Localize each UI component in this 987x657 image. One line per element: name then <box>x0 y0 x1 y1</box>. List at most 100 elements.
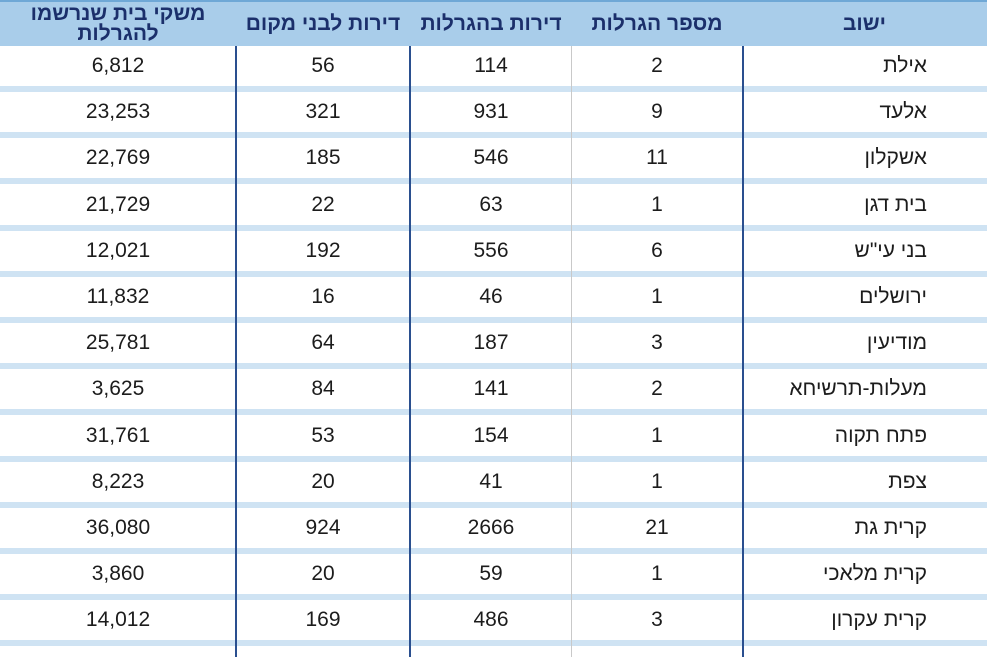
cell-lotteries: 2 <box>651 54 663 77</box>
cell-apartments: 187 <box>473 331 509 355</box>
table-row: קרית גת 21 2666 924 36,080 <box>0 508 987 554</box>
table-row: ירושלים 1 46 16 11,832 <box>0 277 987 323</box>
cell-city: ירושלים <box>859 285 927 308</box>
cell-locals: 321 <box>305 100 341 124</box>
cell-city: קרית מלאכי <box>823 562 927 586</box>
cell-lotteries: 1 <box>651 285 663 308</box>
cell-locals: 924 <box>305 516 341 539</box>
cell-apartments: 46 <box>479 285 503 308</box>
table-row: מעלות-תרשיחא 2 141 84 3,625 <box>0 369 987 416</box>
cell-city: מעלות-תרשיחא <box>789 377 927 401</box>
cell-apartments: 546 <box>473 146 509 170</box>
row-separator <box>0 455 987 462</box>
cell-city: אשקלון <box>864 146 927 170</box>
cell-apartments: 2666 <box>467 516 515 539</box>
cell-locals: 16 <box>311 285 335 308</box>
cell-lotteries: 3 <box>651 608 663 632</box>
cell-lotteries: 2 <box>651 377 663 401</box>
cell-households: 3,860 <box>91 562 145 586</box>
row-separator <box>0 317 987 323</box>
row-separator <box>0 501 987 508</box>
cell-city: אלעד <box>879 100 927 124</box>
cell-locals: 84 <box>311 377 335 401</box>
table-row: אלעד 9 931 321 23,253 <box>0 92 987 139</box>
cell-locals: 20 <box>311 562 335 586</box>
cell-locals: 53 <box>311 423 335 447</box>
cell-lotteries: 9 <box>651 100 663 124</box>
row-separator <box>0 640 987 647</box>
cell-households: 22,769 <box>85 146 151 170</box>
header-households: משקי בית שנרשמו להגרלות <box>0 2 236 46</box>
column-divider <box>409 46 411 657</box>
cell-lotteries: 1 <box>651 562 663 586</box>
cell-lotteries: 3 <box>651 331 663 355</box>
table-header: ישוב מספר הגרלות דירות בהגרלות דירות לבנ… <box>0 0 987 46</box>
cell-apartments: 556 <box>473 238 509 262</box>
cell-households: 36,080 <box>85 516 151 539</box>
cell-households: 25,781 <box>85 331 151 355</box>
column-divider <box>235 46 237 657</box>
cell-apartments: 931 <box>473 100 509 124</box>
cell-households: 14,012 <box>85 608 151 632</box>
cell-city: מודיעין <box>866 331 927 355</box>
cell-apartments: 63 <box>479 192 503 216</box>
header-apartments: דירות בהגרלות <box>420 12 562 35</box>
header-households-line1: משקי בית שנרשמו <box>30 2 206 25</box>
row-separator <box>0 270 987 277</box>
cell-locals: 56 <box>311 54 335 77</box>
cell-households: 3,625 <box>91 377 145 401</box>
cell-apartments: 59 <box>479 562 503 586</box>
cell-city: פתח תקוה <box>834 423 927 447</box>
table-row: קרית מלאכי 1 59 20 3,860 <box>0 554 987 601</box>
row-separator <box>0 224 987 231</box>
cell-locals: 64 <box>311 331 335 355</box>
cell-households: 12,021 <box>85 238 151 262</box>
table-row: אילת 2 114 56 6,812 <box>0 46 987 92</box>
row-separator <box>0 178 987 185</box>
cell-apartments: 41 <box>479 469 503 493</box>
table-row: צפת 1 41 20 8,223 <box>0 462 987 508</box>
cell-lotteries: 6 <box>651 238 663 262</box>
cell-lotteries: 21 <box>645 516 669 539</box>
cell-locals: 192 <box>305 238 341 262</box>
cell-locals: 22 <box>311 192 335 216</box>
table-row: בני עי"ש 6 556 192 12,021 <box>0 231 987 277</box>
cell-lotteries: 11 <box>646 146 668 170</box>
cell-apartments: 141 <box>473 377 509 401</box>
cell-households: 6,812 <box>91 54 145 77</box>
column-divider <box>571 46 572 657</box>
table-row: קרית עקרון 3 486 169 14,012 <box>0 600 987 647</box>
cell-city: צפת <box>888 469 927 493</box>
cell-city: בית דגן <box>864 192 927 216</box>
cell-city: קרית עקרון <box>831 608 927 632</box>
table-row: אשקלון 11 546 185 22,769 <box>0 138 987 185</box>
cell-households: 11,832 <box>86 285 150 308</box>
cell-households: 21,729 <box>85 192 151 216</box>
cell-locals: 169 <box>305 608 341 632</box>
header-households-line2: להגרלות <box>77 22 159 45</box>
cell-households: 23,253 <box>85 100 151 124</box>
cell-city: קרית גת <box>854 516 927 539</box>
cell-apartments: 486 <box>473 608 509 632</box>
cell-lotteries: 1 <box>651 192 663 216</box>
column-divider <box>742 46 744 657</box>
cell-lotteries: 1 <box>651 423 663 447</box>
table-row: פתח תקוה 1 154 53 31,761 <box>0 416 987 462</box>
table-row: בית דגן 1 63 22 21,729 <box>0 185 987 231</box>
cell-locals: 20 <box>311 469 335 493</box>
header-lotteries: מספר הגרלות <box>591 12 723 35</box>
table-row: מודיעין 3 187 64 25,781 <box>0 323 987 370</box>
cell-lotteries: 1 <box>651 469 663 493</box>
row-separator <box>0 132 987 139</box>
row-separator <box>0 363 987 370</box>
cell-households: 31,761 <box>85 423 151 447</box>
row-separator <box>0 548 987 554</box>
cell-locals: 185 <box>305 146 341 170</box>
header-city: ישוב <box>842 12 887 35</box>
cell-city: בני עי"ש <box>854 238 928 262</box>
row-separator <box>0 594 987 601</box>
cell-city: אילת <box>883 54 927 77</box>
row-separator <box>0 86 987 92</box>
cell-apartments: 154 <box>473 423 509 447</box>
